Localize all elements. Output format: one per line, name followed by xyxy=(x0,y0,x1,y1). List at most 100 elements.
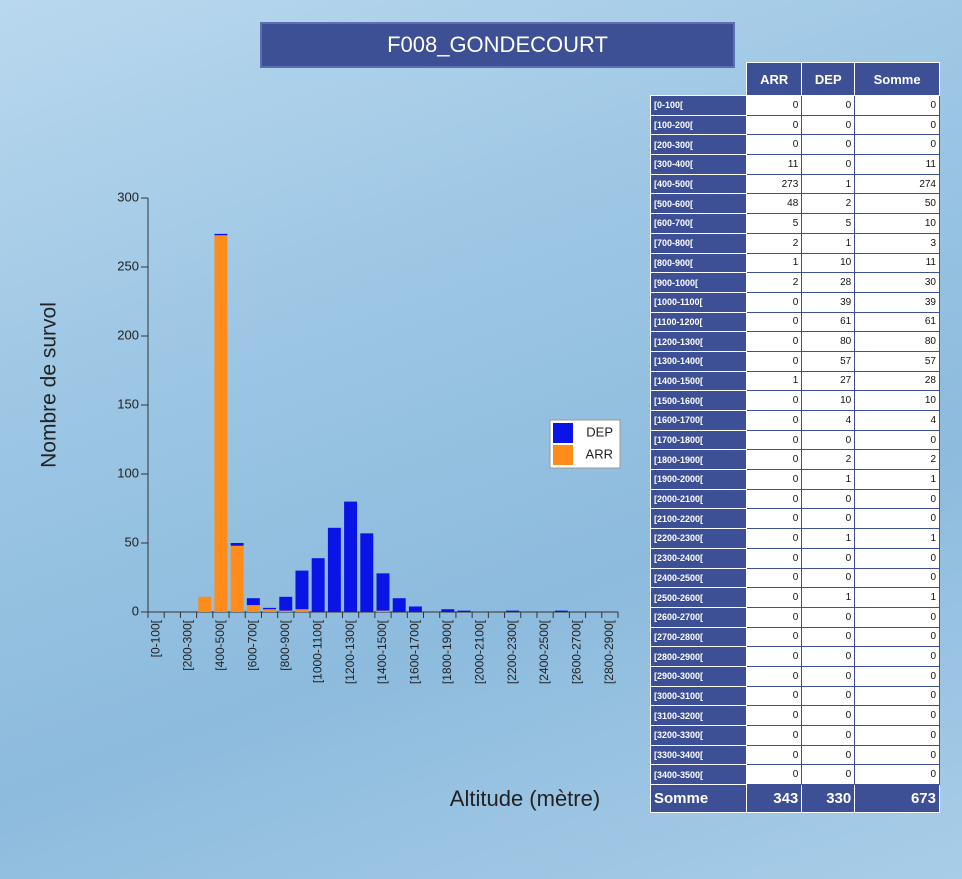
y-tick-label: 300 xyxy=(117,189,139,204)
table-cell: 0 xyxy=(855,607,940,627)
table-cell: 80 xyxy=(855,332,940,352)
table-cell: 0 xyxy=(747,115,802,135)
table-cell: 0 xyxy=(747,706,802,726)
table-cell: 1 xyxy=(855,588,940,608)
row-label: [600-700[ xyxy=(651,214,747,234)
table-cell: 0 xyxy=(802,135,855,155)
y-tick-label: 0 xyxy=(132,603,139,618)
table-cell: 0 xyxy=(802,115,855,135)
row-label: [2200-2300[ xyxy=(651,529,747,549)
table-cell: 0 xyxy=(747,627,802,647)
row-label: [2700-2800[ xyxy=(651,627,747,647)
row-label: [1900-2000[ xyxy=(651,470,747,490)
bar-segment xyxy=(247,598,260,605)
table-cell: 273 xyxy=(747,174,802,194)
x-tick-label: [2600-2700[ xyxy=(570,619,584,684)
x-tick-label: [800-900[ xyxy=(278,619,292,670)
table-cell: 0 xyxy=(747,666,802,686)
row-label: [800-900[ xyxy=(651,253,747,273)
footer-label: Somme xyxy=(651,785,747,813)
table-row: [1000-1100[03939 xyxy=(651,292,940,312)
table-row: [2800-2900[000 xyxy=(651,647,940,667)
table-cell: 11 xyxy=(855,155,940,175)
bar-segment xyxy=(441,609,454,612)
x-tick-label: [2000-2100[ xyxy=(472,619,486,684)
table-cell: 1 xyxy=(747,371,802,391)
table-cell: 274 xyxy=(855,174,940,194)
table-cell: 28 xyxy=(855,371,940,391)
data-table: ARRDEPSomme[0-100[000[100-200[000[200-30… xyxy=(650,62,940,813)
row-label: [3100-3200[ xyxy=(651,706,747,726)
x-tick-label: [1400-1500[ xyxy=(375,619,389,684)
table-cell: 10 xyxy=(855,214,940,234)
footer-cell: 343 xyxy=(747,785,802,813)
x-tick-label: [2800-2900[ xyxy=(602,619,616,684)
table-cell: 4 xyxy=(855,411,940,431)
row-label: [0-100[ xyxy=(651,96,747,116)
column-header: DEP xyxy=(802,63,855,96)
table-cell: 48 xyxy=(747,194,802,214)
table-cell: 0 xyxy=(855,726,940,746)
table-cell: 27 xyxy=(802,371,855,391)
table-row: [300-400[11011 xyxy=(651,155,940,175)
row-label: [3200-3300[ xyxy=(651,726,747,746)
row-label: [2100-2200[ xyxy=(651,509,747,529)
table-cell: 0 xyxy=(747,135,802,155)
table-row: [3000-3100[000 xyxy=(651,686,940,706)
bar-segment xyxy=(295,609,308,612)
table-cell: 4 xyxy=(802,411,855,431)
row-label: [2900-3000[ xyxy=(651,666,747,686)
table-cell: 30 xyxy=(855,273,940,293)
table-cell: 0 xyxy=(802,430,855,450)
x-tick-label: [2200-2300[ xyxy=(505,619,519,684)
table-cell: 0 xyxy=(747,332,802,352)
table-cell: 0 xyxy=(747,351,802,371)
table-cell: 0 xyxy=(855,686,940,706)
table-cell: 0 xyxy=(802,489,855,509)
y-tick-label: 150 xyxy=(117,396,139,411)
row-label: [900-1000[ xyxy=(651,273,747,293)
table-cell: 0 xyxy=(855,548,940,568)
table-row: [900-1000[22830 xyxy=(651,273,940,293)
table-cell: 1 xyxy=(747,253,802,273)
x-tick-label: [600-700[ xyxy=(246,619,260,670)
table-cell: 0 xyxy=(747,548,802,568)
table-cell: 0 xyxy=(802,765,855,785)
table-cell: 0 xyxy=(802,509,855,529)
table-cell: 0 xyxy=(802,607,855,627)
table-cell: 0 xyxy=(855,666,940,686)
row-label: [100-200[ xyxy=(651,115,747,135)
bar-segment xyxy=(377,611,390,612)
column-header: Somme xyxy=(855,63,940,96)
table-cell: 1 xyxy=(802,470,855,490)
x-tick-label: [1000-1100[ xyxy=(310,619,324,683)
table-row: [1800-1900[022 xyxy=(651,450,940,470)
bar-segment xyxy=(263,609,276,612)
table-row: [2400-2500[000 xyxy=(651,568,940,588)
bar-segment xyxy=(198,597,211,612)
table-cell: 0 xyxy=(747,470,802,490)
table-cell: 0 xyxy=(855,135,940,155)
table-row: [1500-1600[01010 xyxy=(651,391,940,411)
table-cell: 0 xyxy=(747,411,802,431)
table-cell: 61 xyxy=(802,312,855,332)
table-cell: 2 xyxy=(855,450,940,470)
table-cell: 2 xyxy=(802,450,855,470)
table-cell: 0 xyxy=(855,509,940,529)
table-row: [0-100[000 xyxy=(651,96,940,116)
table-cell: 0 xyxy=(802,155,855,175)
row-label: [2800-2900[ xyxy=(651,647,747,667)
bar-segment xyxy=(377,573,390,610)
legend-label: DEP xyxy=(586,424,613,439)
row-label: [1000-1100[ xyxy=(651,292,747,312)
bar-segment xyxy=(312,558,325,612)
table-cell: 39 xyxy=(802,292,855,312)
bar-segment xyxy=(344,502,357,612)
table-cell: 0 xyxy=(855,706,940,726)
table-cell: 80 xyxy=(802,332,855,352)
